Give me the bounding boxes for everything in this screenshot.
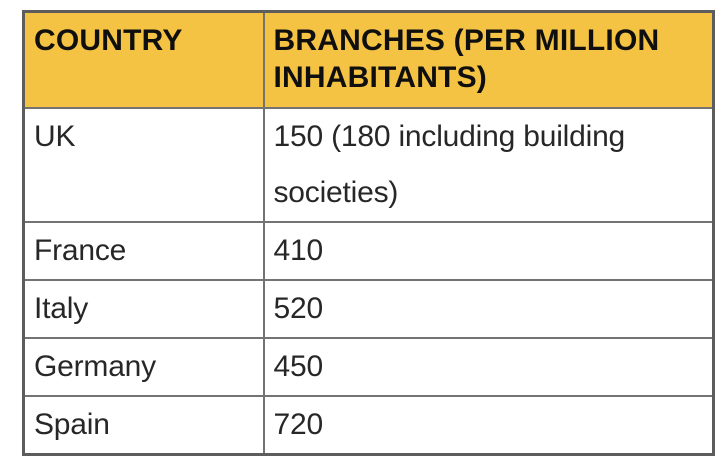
table-header-row: COUNTRY BRANCHES (PER MILLION INHABITANT… bbox=[22, 10, 715, 109]
branches-cell: 150 (180 including building societies) bbox=[262, 106, 715, 223]
branches-table-container: COUNTRY BRANCHES (PER MILLION INHABITANT… bbox=[22, 10, 715, 456]
table-row-uk: UK 150 (180 including building societies… bbox=[22, 106, 715, 223]
country-cell: France bbox=[22, 220, 265, 281]
branches-cell: 410 bbox=[262, 220, 715, 281]
branches-cell: 720 bbox=[262, 394, 715, 455]
table-row-italy: Italy 520 bbox=[22, 278, 715, 339]
country-cell: UK bbox=[22, 106, 265, 223]
country-cell: Spain bbox=[22, 394, 265, 455]
column-header-country: COUNTRY bbox=[22, 10, 265, 109]
country-cell: Germany bbox=[22, 336, 265, 397]
country-cell: Italy bbox=[22, 278, 265, 339]
branches-cell: 450 bbox=[262, 336, 715, 397]
table-row-germany: Germany 450 bbox=[22, 336, 715, 397]
column-header-branches: BRANCHES (PER MILLION INHABITANTS) bbox=[262, 10, 715, 109]
table-row-spain: Spain 720 bbox=[22, 394, 715, 455]
table-row-france: France 410 bbox=[22, 220, 715, 281]
branches-cell: 520 bbox=[262, 278, 715, 339]
branches-per-million-table: COUNTRY BRANCHES (PER MILLION INHABITANT… bbox=[22, 10, 715, 456]
